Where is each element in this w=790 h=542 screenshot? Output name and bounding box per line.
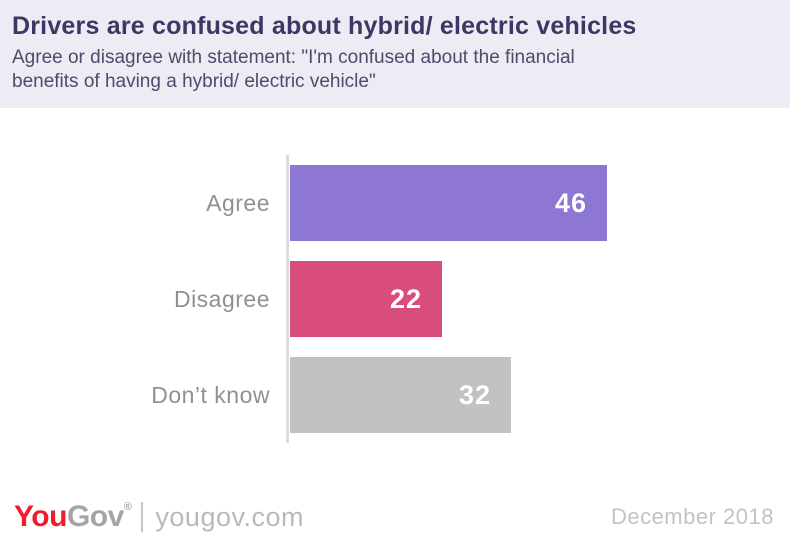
- category-label: Disagree: [173, 285, 270, 312]
- subtitle-line-1: Agree or disagree with statement: "I'm c…: [12, 47, 575, 68]
- category-label: Agree: [206, 189, 270, 216]
- site-url: yougov.com: [155, 501, 304, 532]
- y-axis-line: [286, 155, 289, 443]
- bar-row-dont-know: Don’t know 32: [0, 357, 790, 433]
- chart-footer: YouGov® yougov.com December 2018: [14, 502, 774, 532]
- bar-row-disagree: Disagree 22: [0, 261, 790, 337]
- page-title: Drivers are confused about hybrid/ elect…: [12, 12, 637, 40]
- logo-separator: [141, 502, 144, 532]
- yougov-logo: YouGov®: [14, 500, 132, 533]
- date-label: December 2018: [610, 504, 774, 529]
- chart-header: Drivers are confused about hybrid/ elect…: [0, 0, 790, 108]
- subtitle-line-2: benefits of having a hybrid/ electric ve…: [12, 71, 376, 92]
- value-label: 46: [554, 187, 587, 218]
- logo-wrap: YouGov® yougov.com: [14, 502, 304, 532]
- chart-subtitle: Agree or disagree with statement: "I'm c…: [12, 46, 776, 94]
- logo-gov: Gov: [66, 500, 124, 533]
- bar-row-agree: Agree 46: [0, 165, 790, 241]
- value-label: 32: [458, 379, 491, 410]
- bar-chart: Agree 46 Disagree 22 Don’t know 32: [0, 155, 790, 443]
- value-label: 22: [389, 283, 422, 314]
- bar-dont-know: 32: [290, 357, 511, 433]
- bar-disagree: 22: [290, 261, 442, 337]
- logo-you: You: [14, 500, 67, 533]
- registered-mark: ®: [123, 501, 132, 513]
- category-label: Don’t know: [151, 381, 270, 408]
- bar-agree: 46: [290, 165, 607, 241]
- bar-rows: Agree 46 Disagree 22 Don’t know 32: [0, 165, 790, 433]
